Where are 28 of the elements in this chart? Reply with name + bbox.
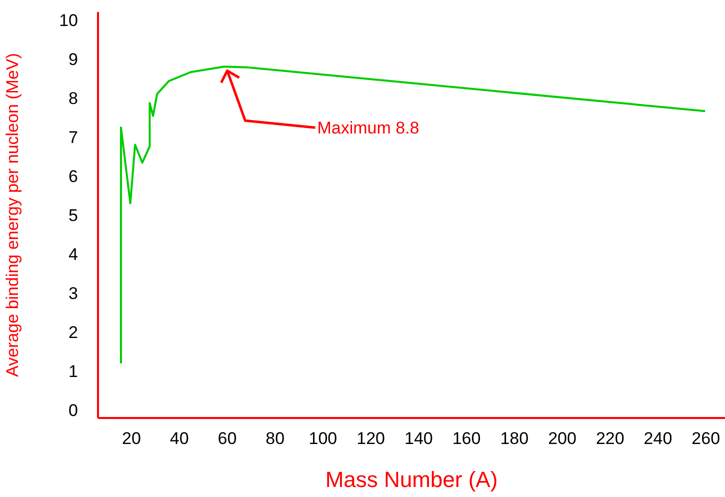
y-tick-label: 3 [68, 284, 78, 304]
x-tick-label: 140 [404, 429, 433, 448]
y-tick-label: 10 [59, 10, 78, 30]
y-tick-label: 5 [68, 206, 78, 226]
y-tick-label: 0 [68, 401, 78, 420]
x-tick-label: 240 [644, 429, 672, 448]
y-tick-label: 2 [68, 323, 78, 342]
x-tick-label: 60 [218, 429, 237, 448]
y-tick-label: 9 [68, 50, 78, 69]
x-tick-label: 220 [596, 429, 624, 448]
x-tick-label: 20 [122, 429, 141, 448]
x-tick-label: 80 [266, 429, 285, 448]
x-tick-label: 260 [692, 429, 720, 448]
x-tick-label: 40 [170, 429, 189, 448]
y-axis-title: Average binding energy per nucleon (MeV) [3, 53, 22, 377]
x-axis-title: Mass Number (A) [325, 467, 498, 492]
y-tick-label: 7 [68, 128, 78, 147]
y-tick-label: 4 [68, 245, 78, 264]
x-tick-label: 160 [452, 429, 481, 448]
annotation: Maximum 8.8 [317, 118, 420, 138]
x-tick-label: 200 [548, 429, 576, 448]
x-tick-label: 180 [500, 429, 529, 448]
line-series [120, 66, 706, 364]
y-tick-label: 8 [68, 88, 78, 108]
y-tick-label: 1 [68, 362, 78, 382]
y-tick-label: 6 [68, 166, 78, 186]
x-tick-label: 120 [356, 429, 386, 448]
x-tick-label: 100 [308, 429, 338, 448]
